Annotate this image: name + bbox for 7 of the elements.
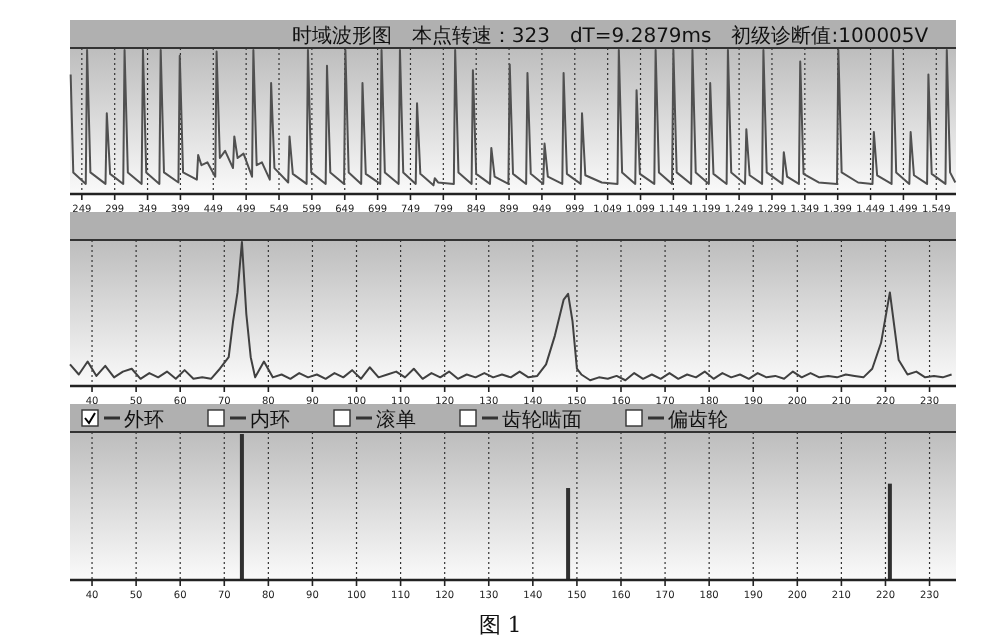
text: 内环	[250, 408, 290, 432]
legend-label: 外环	[124, 410, 164, 432]
chart-title: 时域波形图 本点转速：323 dT=9.2879ms 初级诊断值:100005V	[291, 24, 929, 48]
text: 齿轮啮面	[502, 408, 582, 432]
caption: 图 1	[478, 612, 522, 638]
text: 滚单	[376, 408, 416, 432]
text: 偏齿轮	[668, 408, 728, 432]
